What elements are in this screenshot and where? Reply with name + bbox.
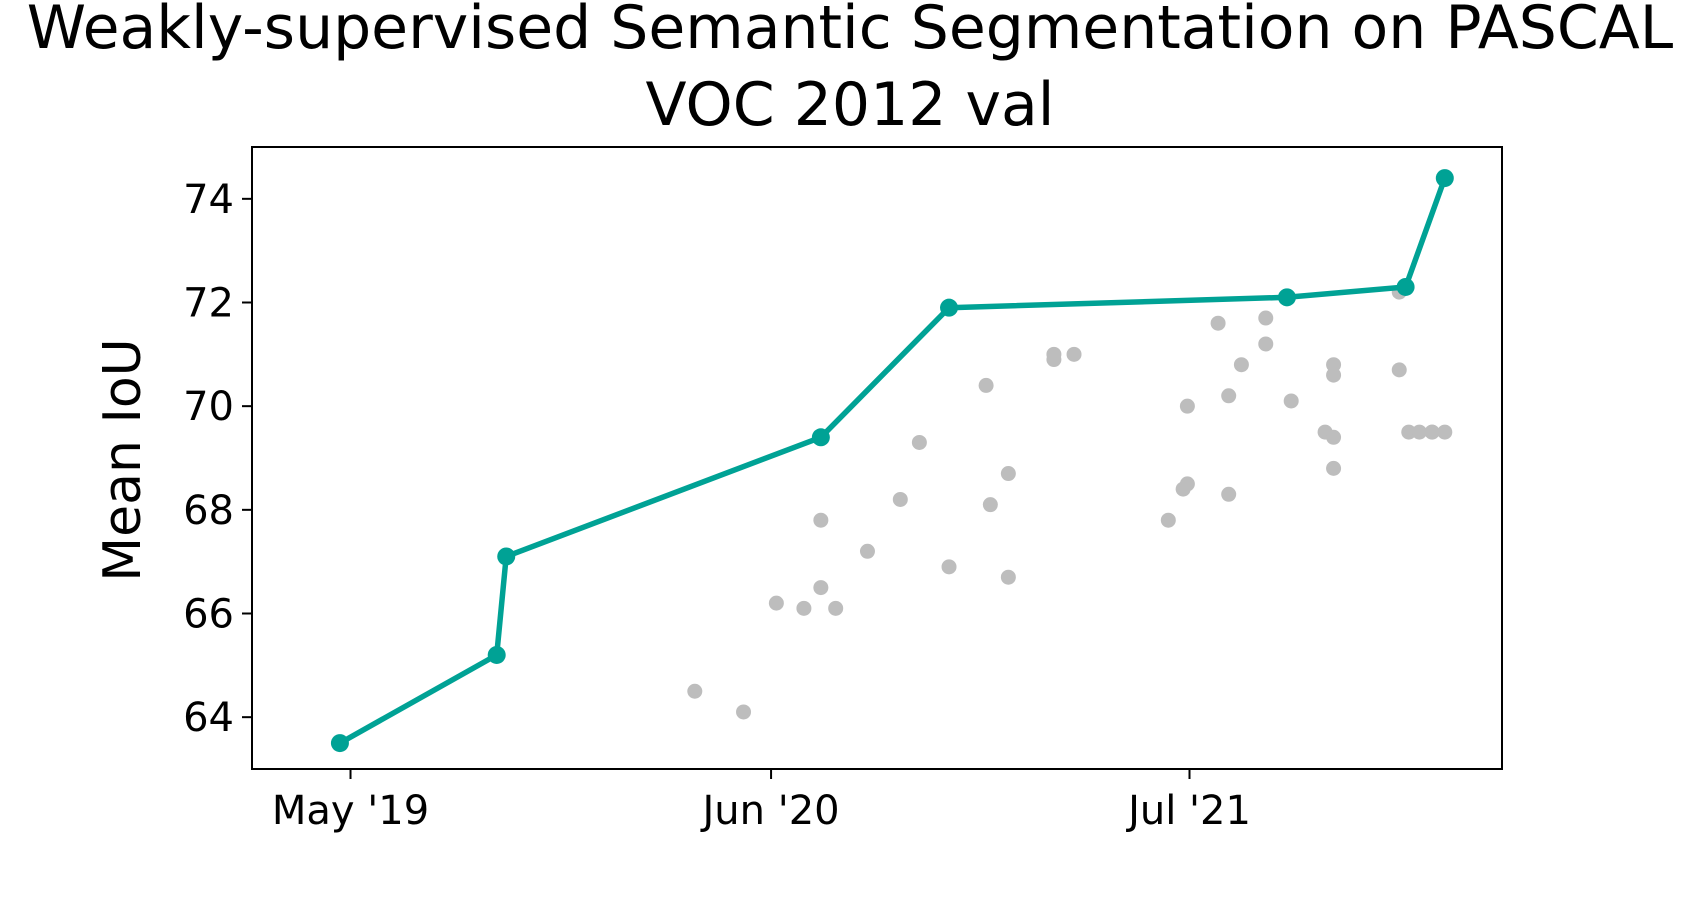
other-point [1401, 424, 1417, 440]
other-point [911, 434, 927, 450]
other-point [1258, 336, 1274, 352]
other-point [1326, 367, 1342, 383]
other-point [1326, 429, 1342, 445]
other-point [1221, 486, 1237, 502]
y-tick-label: 70 [183, 384, 234, 430]
other-point [1424, 424, 1440, 440]
other-point [1066, 346, 1082, 362]
x-tick-label: May '19 [272, 788, 429, 834]
sota-point [811, 428, 830, 447]
y-tick-label: 68 [183, 488, 234, 534]
other-point [1391, 362, 1407, 378]
other-point [736, 704, 752, 720]
other-point [828, 600, 844, 616]
other-point [1000, 466, 1016, 482]
chart-title-line-2: VOC 2012 val [646, 70, 1055, 140]
y-axis-label: Mean IoU [93, 338, 153, 581]
other-point [859, 543, 875, 559]
other-point [1411, 424, 1427, 440]
axes: 64 66 68 70 72 74 May '19 Jun '20 Jul '21 [183, 177, 1251, 834]
x-tick-label: Jul '21 [1125, 788, 1251, 834]
y-tick-label: 64 [183, 695, 234, 741]
other-point [1000, 569, 1016, 585]
other-point [768, 595, 784, 611]
other-point [1233, 357, 1249, 373]
sota-line [338, 177, 1448, 746]
sota-point [1435, 169, 1454, 188]
plot-frame [251, 146, 1503, 770]
sota-point [940, 298, 959, 317]
sota-point [1396, 277, 1415, 296]
plot-area [330, 169, 1454, 753]
other-point [892, 491, 908, 507]
other-point [813, 512, 829, 528]
other-point [1326, 357, 1342, 373]
other-point [687, 683, 703, 699]
sota-point [1277, 288, 1296, 307]
other-point [982, 497, 998, 513]
sota-point [487, 645, 506, 664]
x-tick-label: Jun '20 [700, 788, 840, 834]
chart-title-line-1: Weakly-supervised Semantic Segmentation … [27, 0, 1674, 63]
other-point [1160, 512, 1176, 528]
y-tick-label: 72 [183, 281, 234, 327]
other-point [1210, 315, 1226, 331]
other-point [1283, 393, 1299, 409]
other-point [813, 580, 829, 596]
other-point [1437, 424, 1453, 440]
y-tick-label: 74 [183, 177, 234, 223]
other-point [941, 559, 957, 575]
other-point [1258, 310, 1274, 326]
other-point [1221, 388, 1237, 404]
other-point [1179, 398, 1195, 414]
other-point [978, 377, 994, 393]
other-point [1046, 352, 1062, 368]
other-point [1326, 460, 1342, 476]
other-point [796, 600, 812, 616]
sota-point [497, 547, 516, 566]
y-tick-label: 66 [183, 592, 234, 638]
other-point [1179, 476, 1195, 492]
sota-point [330, 734, 349, 753]
